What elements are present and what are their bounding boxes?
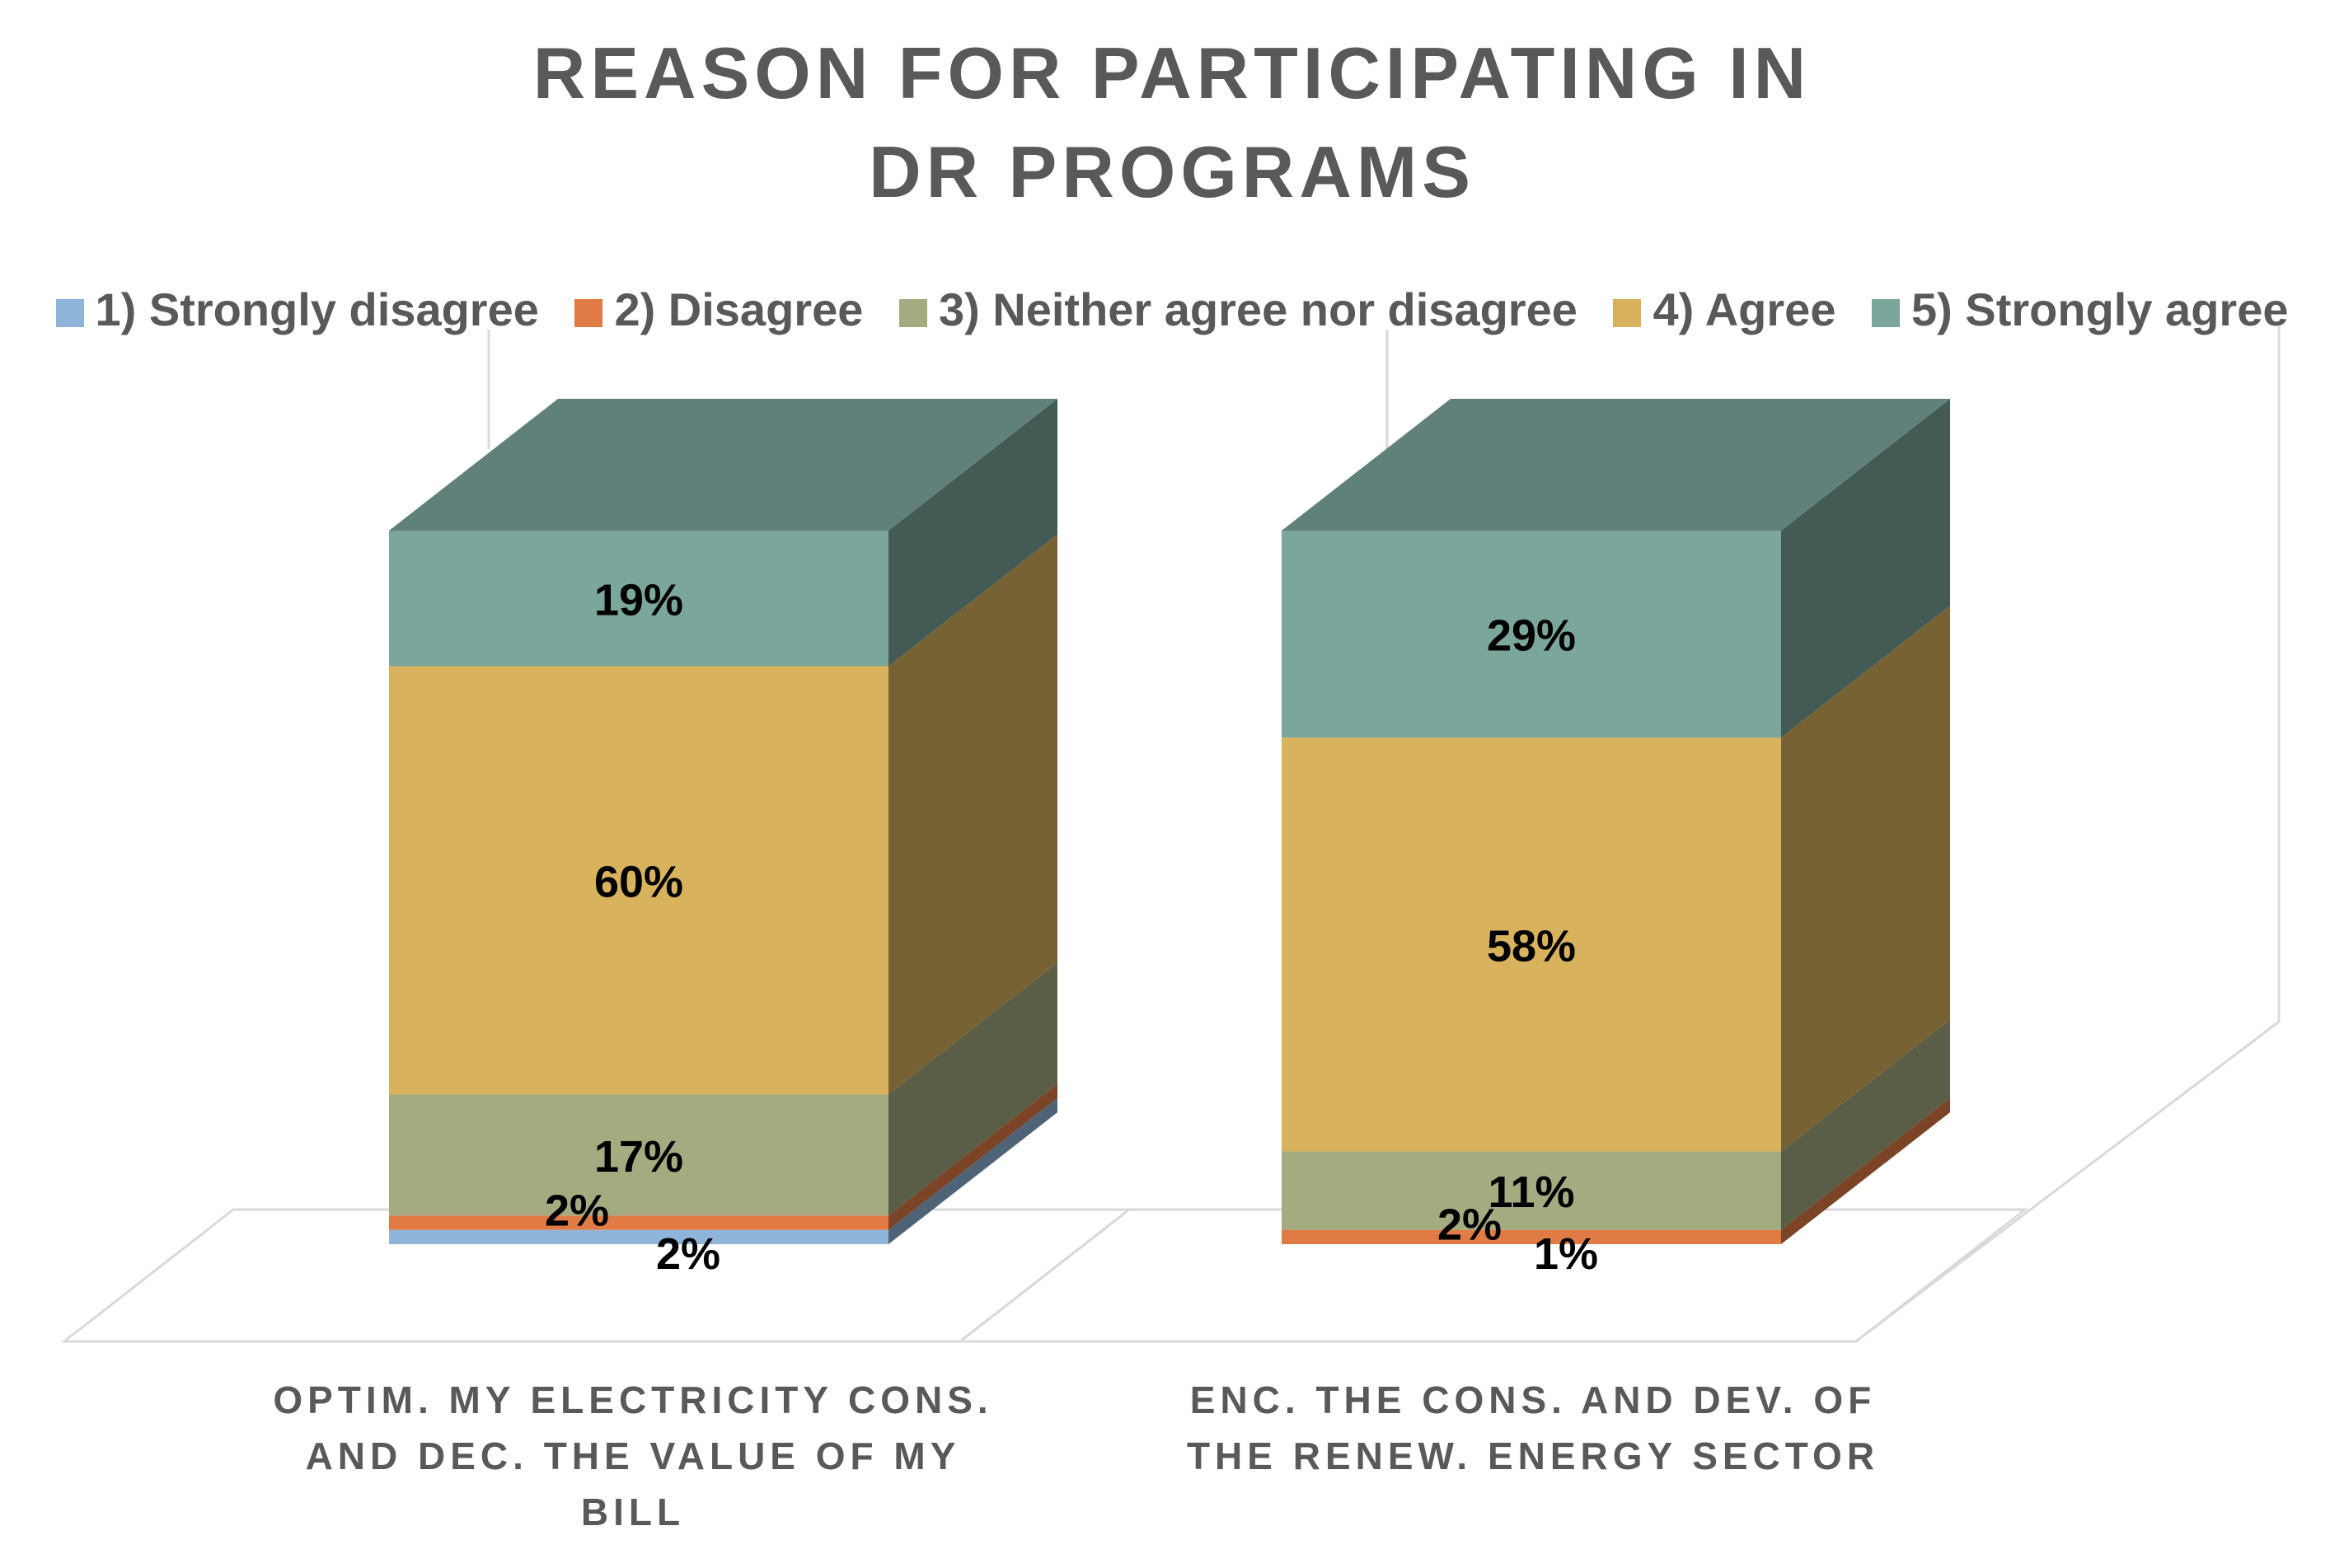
bar-side-segment bbox=[1781, 399, 1950, 738]
bar-segment bbox=[389, 1215, 888, 1230]
legend-item-neither[interactable]: 3) Neither agree nor disagree bbox=[898, 283, 1578, 336]
data-label: 17% bbox=[594, 1132, 683, 1182]
back-wall-edge bbox=[1855, 325, 2281, 1343]
bar-segment bbox=[1282, 1151, 1781, 1230]
legend-label: 4) Agree bbox=[1653, 283, 1836, 335]
data-label: 2% bbox=[656, 1229, 720, 1279]
data-label: 2% bbox=[545, 1186, 609, 1235]
bar-segment bbox=[1282, 531, 1781, 738]
legend-swatch bbox=[1872, 298, 1901, 327]
data-label: 60% bbox=[594, 857, 683, 906]
bar-segment bbox=[389, 531, 888, 667]
legend-swatch bbox=[55, 298, 84, 327]
data-label: 58% bbox=[1487, 921, 1576, 971]
legend-label: 1) Strongly disagree bbox=[95, 283, 539, 335]
bar-side-segment bbox=[888, 962, 1057, 1216]
bar-side-segment bbox=[888, 1084, 1057, 1230]
category-label-line: OPTIM. MY ELECTRICITY CONS. bbox=[273, 1378, 993, 1421]
floor-right bbox=[956, 1208, 2029, 1343]
bar-side-segment bbox=[888, 399, 1057, 667]
legend-swatch bbox=[1613, 298, 1642, 327]
bar-segment bbox=[1282, 737, 1781, 1152]
bar-side-segment bbox=[888, 534, 1057, 1095]
bar-segment bbox=[389, 666, 888, 1095]
legend-item-agree[interactable]: 4) Agree bbox=[1613, 283, 1835, 336]
legend-swatch bbox=[898, 298, 927, 327]
bar-segment bbox=[389, 1094, 888, 1216]
category-label-line: BILL bbox=[580, 1491, 686, 1533]
chart-title-line-1: REASON FOR PARTICIPATING IN bbox=[532, 32, 1812, 114]
category-label-line: ENC. THE CONS. AND DEV. OF bbox=[1189, 1378, 1877, 1421]
chart-title-line-2: DR PROGRAMS bbox=[869, 131, 1475, 213]
legend: 1) Strongly disagree 2) Disagree 3) Neit… bbox=[0, 278, 2344, 336]
bar-segment bbox=[1282, 1229, 1781, 1244]
legend-item-disagree[interactable]: 2) Disagree bbox=[574, 283, 863, 336]
bar-side-segment bbox=[1781, 1098, 1950, 1244]
bar-side-segment bbox=[888, 1098, 1057, 1244]
category-label-renewable-energy: ENC. THE CONS. AND DEV. OF THE RENEW. EN… bbox=[1121, 1372, 1945, 1484]
category-label-optim-electricity: OPTIM. MY ELECTRICITY CONS. AND DEC. THE… bbox=[221, 1372, 1045, 1540]
data-label: 19% bbox=[594, 575, 683, 625]
legend-label: 3) Neither agree nor disagree bbox=[938, 283, 1578, 335]
data-label: 11% bbox=[1488, 1168, 1574, 1217]
data-label: 29% bbox=[1487, 611, 1576, 661]
category-label-line: AND DEC. THE VALUE OF MY bbox=[305, 1435, 961, 1477]
data-label: 2% bbox=[1437, 1201, 1502, 1250]
legend-label: 5) Strongly agree bbox=[1911, 283, 2289, 335]
bar-side-segment bbox=[1781, 606, 1950, 1152]
data-label: 1% bbox=[1534, 1229, 1598, 1279]
bar-top-face bbox=[1282, 399, 1950, 531]
legend-item-strongly-disagree[interactable]: 1) Strongly disagree bbox=[55, 283, 539, 336]
category-label-line: THE RENEW. ENERGY SECTOR bbox=[1186, 1435, 1880, 1477]
legend-label: 2) Disagree bbox=[614, 283, 864, 335]
legend-item-strongly-agree[interactable]: 5) Strongly agree bbox=[1872, 283, 2289, 336]
legend-swatch bbox=[574, 298, 603, 327]
bar-top-face bbox=[389, 399, 1057, 531]
bar-segment bbox=[389, 1229, 888, 1244]
bar-side-segment bbox=[1781, 1019, 1950, 1230]
